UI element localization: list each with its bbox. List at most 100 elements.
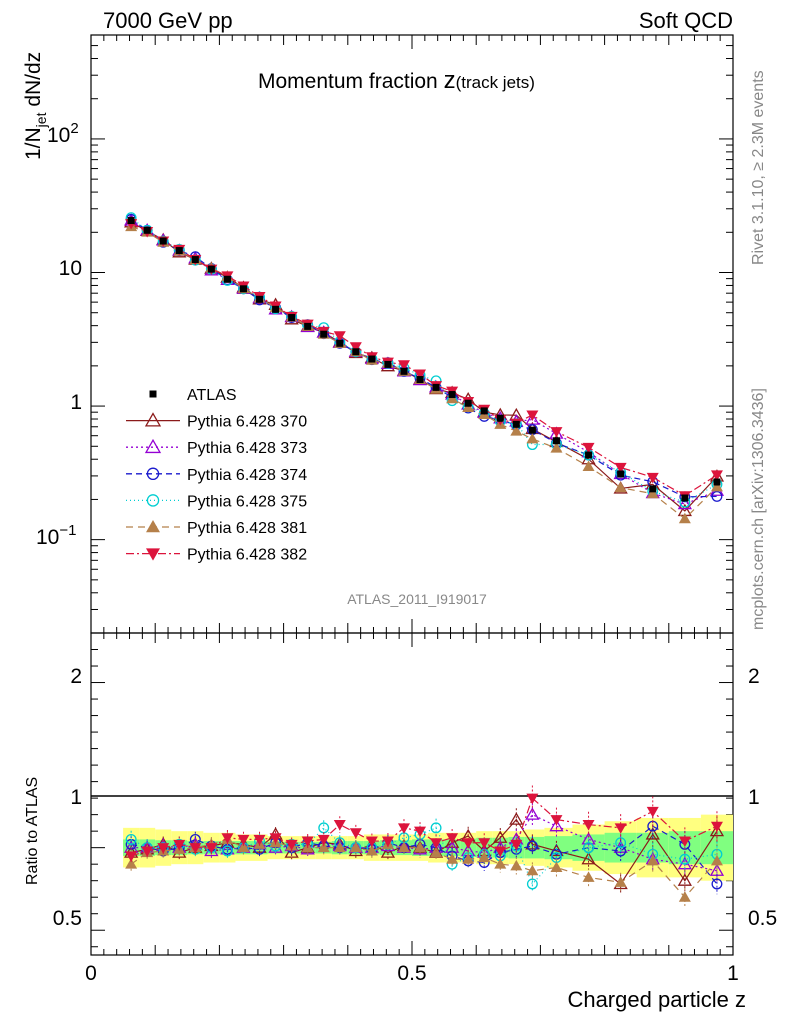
main-plot-frame xyxy=(90,34,734,634)
ratio-point-pythia-6-428-382 xyxy=(430,838,443,849)
legend-marker-pythia-6-428-382 xyxy=(146,548,160,561)
atlas-data-point xyxy=(528,426,536,434)
plot-title: Momentum fraction z(track jets) xyxy=(258,67,535,94)
ratio-point-pythia-6-428-381 xyxy=(125,858,138,869)
ratio-point-pythia-6-428-375 xyxy=(430,822,442,834)
series-point-pythia-6-428-381 xyxy=(526,432,539,444)
ratio-point-pythia-6-428-373 xyxy=(525,807,540,820)
legend-label-pythia-6-428-373: Pythia 6.428 373 xyxy=(187,440,307,457)
ratio-point-pythia-6-428-381 xyxy=(414,841,427,853)
series-point-pythia-6-428-381 xyxy=(550,442,563,453)
legend-marker-pythia-6-428-374 xyxy=(146,467,160,481)
ratio-point-pythia-6-428-381 xyxy=(582,871,595,882)
y-tick-label-1: 1 xyxy=(70,391,82,414)
ratio-point-pythia-6-428-375 xyxy=(125,833,137,845)
main-plot-series xyxy=(124,212,725,524)
series-line-pythia-6-428-375 xyxy=(130,217,718,503)
atlas-data-point xyxy=(585,451,593,459)
legend-marker-atlas xyxy=(149,390,157,398)
legend-label-atlas: ATLAS xyxy=(187,387,237,404)
ratio-point-pythia-6-428-370 xyxy=(581,851,596,865)
ratio-point-pythia-6-428-382 xyxy=(189,843,202,854)
atlas-data-point xyxy=(649,485,657,493)
ratio-point-pythia-6-428-375 xyxy=(615,837,627,849)
series-point-pythia-6-428-382 xyxy=(582,442,595,454)
series-line-pythia-6-428-382 xyxy=(130,222,718,497)
atlas-data-point xyxy=(272,305,280,313)
atlas-data-point xyxy=(512,420,520,428)
ratio-tick-label-2-right: 2 xyxy=(748,665,760,688)
legend-label-pythia-6-428-382: Pythia 6.428 382 xyxy=(187,547,307,564)
ratio-point-pythia-6-428-381 xyxy=(550,861,563,872)
legend: ATLAS Pythia 6.428 370 Pythia 6.428 373 Pyt… xyxy=(126,387,307,564)
series-point-pythia-6-428-382 xyxy=(349,342,362,353)
ratio-point-pythia-6-428-382 xyxy=(253,834,266,846)
atlas-data-point xyxy=(239,285,247,293)
legend-marker-pythia-6-428-373 xyxy=(144,438,162,454)
legend-label-pythia-6-428-381: Pythia 6.428 381 xyxy=(187,520,307,537)
series-point-pythia-6-428-382 xyxy=(646,472,659,484)
atlas-data-point xyxy=(304,322,312,330)
ratio-plot-frame xyxy=(90,632,734,956)
series-point-pythia-6-428-381 xyxy=(710,480,723,492)
ratio-point-pythia-6-428-374 xyxy=(526,840,538,852)
atlas-data-point xyxy=(496,414,504,422)
legend-label-pythia-6-428-370: Pythia 6.428 370 xyxy=(187,414,307,431)
ratio-point-pythia-6-428-374 xyxy=(711,878,723,890)
ratio-point-pythia-6-428-382 xyxy=(125,851,138,862)
series-point-pythia-6-428-382 xyxy=(526,410,539,421)
ratio-point-pythia-6-428-381 xyxy=(510,859,523,871)
atlas-data-point xyxy=(416,376,424,384)
atlas-data-point xyxy=(617,470,625,478)
ratio-point-pythia-6-428-375 xyxy=(221,845,233,857)
ratio-point-pythia-6-428-381 xyxy=(462,853,475,864)
ratio-tick-label-1-left: 1 xyxy=(70,786,82,809)
ratio-point-pythia-6-428-375 xyxy=(526,878,538,890)
atlas-data-point xyxy=(448,391,456,399)
y-axis-label-ratio: Ratio to ATLAS xyxy=(24,777,41,885)
series-point-pythia-6-428-381 xyxy=(582,460,595,472)
ratio-point-pythia-6-428-381 xyxy=(478,851,491,863)
ratio-tick-label-2-left: 2 xyxy=(70,665,82,688)
ratio-point-pythia-6-428-381 xyxy=(614,876,627,887)
ratio-point-pythia-6-428-381 xyxy=(646,854,659,866)
atlas-data-point xyxy=(713,478,721,486)
ratio-point-pythia-6-428-382 xyxy=(582,820,595,831)
series-point-pythia-6-428-381 xyxy=(646,487,659,499)
series-point-pythia-6-428-381 xyxy=(510,425,523,436)
ratio-point-pythia-6-428-382 xyxy=(414,826,427,838)
atlas-data-point xyxy=(432,383,440,391)
y-axis-label-main: 1/Njet dN/dz xyxy=(22,52,49,160)
ratio-point-pythia-6-428-382 xyxy=(173,839,186,851)
ratio-point-pythia-6-428-373 xyxy=(549,818,564,832)
header-category: Soft QCD xyxy=(639,8,733,33)
ratio-point-pythia-6-428-382 xyxy=(221,833,234,844)
y-tick-label-100: 102 xyxy=(47,120,79,147)
axis-ticks xyxy=(90,34,734,955)
series-line-pythia-6-428-373 xyxy=(130,220,718,505)
ratio-point-pythia-6-428-382 xyxy=(285,839,298,851)
series-point-pythia-6-428-374 xyxy=(711,490,723,502)
ratio-point-pythia-6-428-382 xyxy=(646,806,659,818)
ratio-point-pythia-6-428-381 xyxy=(494,858,507,869)
ratio-point-pythia-6-428-382 xyxy=(269,833,282,844)
ratio-point-pythia-6-428-382 xyxy=(381,836,394,848)
atlas-data-point xyxy=(159,237,167,245)
ratio-point-pythia-6-428-370 xyxy=(380,845,396,858)
ratio-point-pythia-6-428-382 xyxy=(550,815,563,826)
rivet-version-text: Rivet 3.1.10, ≥ 2.3M events xyxy=(750,70,767,265)
ratio-point-pythia-6-428-382 xyxy=(397,823,410,834)
atlas-data-point xyxy=(480,407,488,415)
series-point-pythia-6-428-373 xyxy=(677,496,692,510)
y-tick-label-10: 10 xyxy=(59,257,82,280)
ratio-point-pythia-6-428-382 xyxy=(333,820,346,831)
atlas-data-point xyxy=(464,399,472,407)
ratio-point-pythia-6-428-382 xyxy=(462,838,475,849)
ratio-point-pythia-6-428-375 xyxy=(583,842,595,854)
x-axis-label: Charged particle z xyxy=(567,987,746,1012)
ratio-line-pythia-6-428-373 xyxy=(131,813,718,872)
legend-marker-pythia-6-428-381 xyxy=(146,520,160,533)
ratio-point-pythia-6-428-370 xyxy=(509,812,524,825)
atlas-data-point xyxy=(352,348,360,356)
ratio-point-pythia-6-428-381 xyxy=(349,841,362,853)
